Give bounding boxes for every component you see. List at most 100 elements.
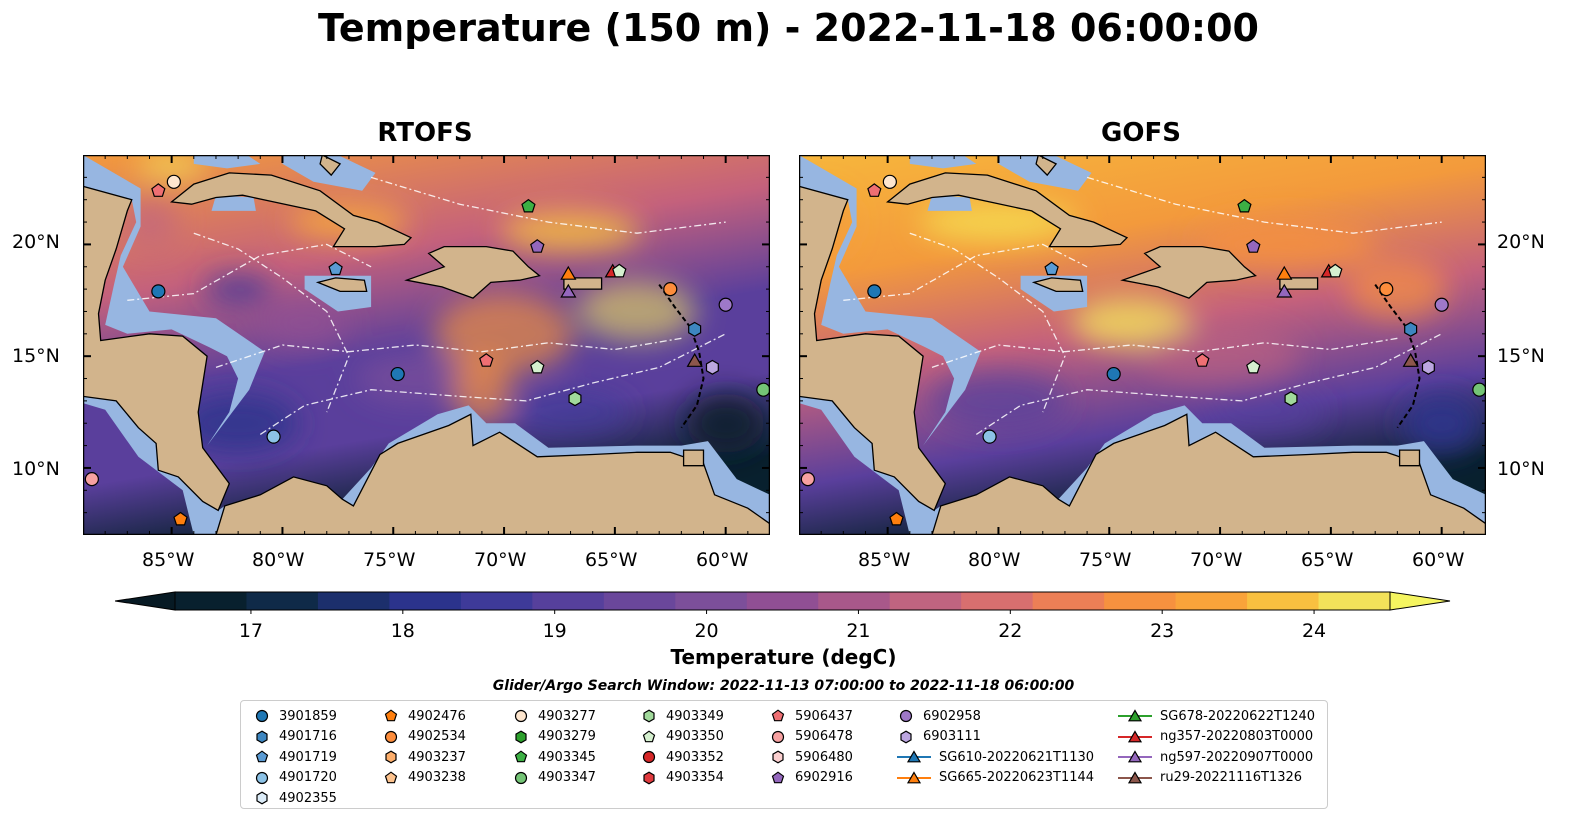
eez-boundary-4 — [909, 232, 1066, 413]
marker-4903349-16[interactable] — [1284, 391, 1298, 407]
eez-boundary-0 — [127, 243, 372, 301]
land-cuba — [169, 172, 413, 248]
lon-label-75w-right: 75°W — [1079, 549, 1132, 571]
marker-4902534-10[interactable] — [1379, 282, 1394, 297]
legend-label: 4902355 — [279, 790, 337, 806]
legend-marker-4901720[interactable] — [255, 771, 269, 784]
eez-boundary-4 — [193, 232, 350, 413]
legend-marker-6902916[interactable] — [771, 771, 785, 784]
map-panel-gofs[interactable] — [799, 155, 1486, 535]
legend-marker-icon — [642, 751, 656, 764]
legend-marker-ru29-20221116T1326[interactable] — [1127, 771, 1143, 784]
marker-4901716-12[interactable] — [688, 321, 702, 337]
legend-marker-4902534[interactable] — [384, 730, 398, 743]
legend-marker-4901719[interactable] — [255, 750, 269, 763]
legend-marker-4901716[interactable] — [256, 730, 268, 744]
marker-ng597-20220907T0000-7[interactable] — [1276, 283, 1293, 298]
marker-6902916-5[interactable] — [1246, 239, 1261, 253]
marker-4902476-22[interactable] — [889, 511, 904, 526]
marker-3901859-19[interactable] — [390, 366, 405, 382]
marker-4902476-22[interactable] — [173, 511, 188, 526]
marker-4903347-15[interactable] — [1472, 382, 1486, 397]
legend-marker-icon — [515, 730, 527, 744]
marker-4903277-1[interactable] — [882, 174, 897, 189]
legend-marker-4903277[interactable] — [514, 710, 528, 723]
legend-marker-3901859[interactable] — [255, 710, 269, 723]
marker-SG665-20220623T1144-6[interactable] — [560, 265, 577, 280]
legend-item-4901720: 4901720 — [253, 768, 337, 789]
legend-marker-5906437[interactable] — [771, 709, 785, 722]
legend-marker-SG610-20220621T1130[interactable] — [906, 750, 922, 763]
marker-3901859-2[interactable] — [867, 284, 882, 299]
legend-marker-ng357-20220803T0000[interactable] — [1127, 730, 1143, 743]
legend-marker-6902958[interactable] — [899, 710, 913, 723]
marker-6903111-14[interactable] — [705, 359, 719, 375]
marker-4903350-18[interactable] — [530, 359, 545, 374]
marker-5906437-0[interactable] — [867, 183, 882, 197]
marker-4901719-3[interactable] — [1044, 261, 1059, 276]
legend-label: 4903238 — [408, 770, 466, 786]
marker-SG665-20220623T1144-6[interactable] — [1276, 265, 1293, 280]
legend-marker-5906480[interactable] — [772, 750, 784, 764]
marker-5906478-21[interactable] — [84, 472, 99, 487]
marker-4901720-20[interactable] — [982, 429, 997, 444]
shelf-pacific — [83, 396, 225, 535]
marker-6902916-5[interactable] — [530, 239, 545, 253]
legend-marker-SG678-20220622T1240[interactable] — [1127, 709, 1143, 722]
marker-4901720-20[interactable] — [266, 429, 281, 444]
marker-ru29-20221116T1326-13[interactable] — [1402, 352, 1419, 367]
marker-6902958-11[interactable] — [718, 297, 733, 312]
marker-5906437-17[interactable] — [479, 353, 494, 367]
legend-marker-4903350[interactable] — [642, 730, 656, 743]
legend-marker-4903352[interactable] — [642, 751, 656, 764]
legend-marker-4903237[interactable] — [385, 750, 397, 764]
marker-3901859-19[interactable] — [1106, 366, 1121, 382]
legend-marker-6903111[interactable] — [900, 730, 912, 744]
legend-marker-icon — [384, 709, 398, 722]
marker-4903350-18[interactable] — [1246, 359, 1261, 374]
legend-label: 4903237 — [408, 749, 466, 765]
marker-5906437-17[interactable] — [1195, 353, 1210, 367]
marker-4903277-1[interactable] — [166, 174, 181, 189]
legend-column-4: 5906437 5906478 5906480 6902916 — [769, 706, 853, 788]
marker-5906437-0[interactable] — [151, 183, 166, 197]
marker-4902534-10[interactable] — [663, 282, 678, 297]
marker-ng597-20220907T0000-7[interactable] — [560, 283, 577, 298]
legend-marker-4902355[interactable] — [256, 791, 268, 805]
map-ticks — [83, 155, 770, 535]
marker-5906478-21[interactable] — [800, 472, 815, 487]
marker-ru29-20221116T1326-13[interactable] — [686, 352, 703, 367]
temperature-anomaly-blobs — [119, 156, 766, 454]
legend-marker-5906478[interactable] — [771, 730, 785, 743]
marker-6903111-14[interactable] — [1421, 359, 1435, 375]
marker-4903349-16[interactable] — [568, 391, 582, 407]
marker-4903347-15[interactable] — [756, 382, 770, 397]
marker-4903345-4[interactable] — [1237, 198, 1252, 213]
marker-4901716-12[interactable] — [1404, 321, 1418, 337]
marker-4903345-4[interactable] — [521, 198, 536, 213]
legend-marker-4903349[interactable] — [643, 709, 655, 723]
lon-label-60w-left: 60°W — [696, 549, 749, 571]
legend-marker-4902476[interactable] — [384, 709, 398, 722]
land-bahamas1 — [319, 155, 342, 177]
marker-4901719-3[interactable] — [328, 261, 343, 276]
marker-6902958-11[interactable] — [1434, 297, 1449, 312]
legend-marker-ng597-20220907T0000[interactable] — [1127, 750, 1143, 763]
legend-label: 6903111 — [923, 729, 981, 745]
legend-marker-4903238[interactable] — [384, 771, 398, 784]
land-southAmerica — [799, 413, 1486, 535]
legend-item-4903352: 4903352 — [640, 747, 724, 768]
legend-marker-icon — [643, 771, 655, 785]
legend-marker-4903347[interactable] — [514, 771, 528, 784]
legend-marker-4903279[interactable] — [515, 730, 527, 744]
marker-3901859-2[interactable] — [151, 284, 166, 299]
map-panel-rtofs[interactable] — [83, 155, 770, 535]
marker-4903350-9[interactable] — [1328, 263, 1343, 278]
legend-label: 5906480 — [795, 749, 853, 765]
legend-marker-SG665-20220623T1144[interactable] — [906, 771, 922, 784]
marker-4903350-9[interactable] — [612, 263, 627, 278]
legend-marker-icon — [771, 771, 785, 784]
legend-marker-4903354[interactable] — [643, 771, 655, 785]
legend-marker-4903345[interactable] — [514, 750, 528, 763]
lon-label-85w-left: 85°W — [142, 549, 195, 571]
